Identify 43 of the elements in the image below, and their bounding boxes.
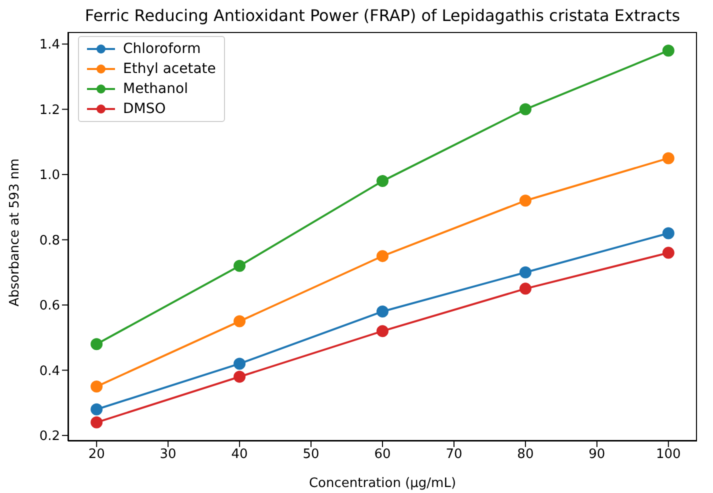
point — [234, 260, 246, 272]
point — [662, 246, 674, 259]
point — [376, 325, 388, 338]
point — [234, 315, 246, 328]
x-tick-label: 60 — [374, 447, 391, 462]
point — [90, 380, 103, 393]
x-tick-label: 20 — [88, 447, 105, 462]
point — [376, 175, 388, 188]
x-tick-label: 100 — [656, 447, 681, 462]
point — [519, 103, 532, 116]
y-tick-label: 1.0 — [39, 168, 60, 184]
point — [519, 194, 532, 207]
point — [519, 266, 532, 278]
point — [90, 338, 103, 350]
y-tick-label: 0.6 — [39, 298, 60, 314]
point — [519, 282, 532, 295]
point — [662, 227, 674, 240]
point — [234, 358, 246, 370]
point — [376, 250, 388, 262]
y-tick-label: 0.8 — [39, 233, 60, 248]
x-tick-label: 90 — [588, 447, 606, 462]
legend-label: Methanol — [123, 80, 188, 99]
legend-label: Chloroform — [123, 40, 201, 59]
point — [234, 370, 246, 383]
y-tick-label: 0.4 — [39, 364, 60, 379]
y-axis-title: Absorbance at 593 nm — [8, 158, 23, 306]
point — [662, 44, 674, 57]
x-axis-title: Concentration (µg/mL) — [308, 476, 456, 491]
x-tick-label: 50 — [302, 447, 320, 462]
chart-title: Ferric Reducing Antioxidant Power (FRAP) of Lepidagathis cristata Extracts — [84, 6, 682, 25]
x-tick-label: 30 — [160, 447, 176, 462]
point — [376, 306, 388, 318]
x-tick-label: 40 — [231, 447, 248, 462]
point — [662, 152, 674, 164]
legend-label: Ethyl acetate — [123, 60, 216, 79]
x-tick-label: 80 — [517, 447, 534, 462]
y-tick-label: 0.2 — [39, 429, 60, 444]
point — [90, 403, 103, 416]
x-tick-label: 70 — [446, 447, 462, 462]
y-tick-label: 1.4 — [39, 38, 60, 53]
point — [90, 416, 103, 428]
legend-label: DMSO — [123, 100, 166, 119]
y-tick-label: 1.2 — [39, 102, 60, 118]
